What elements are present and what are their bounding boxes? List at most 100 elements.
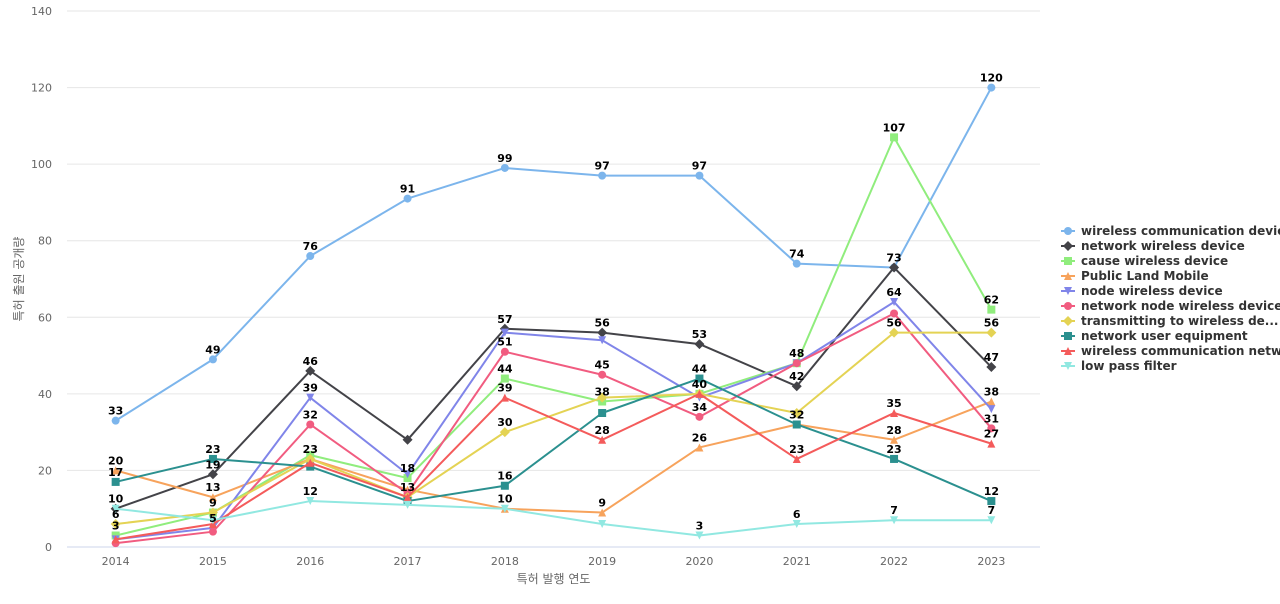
data-point[interactable] [500,347,509,356]
data-point[interactable] [306,420,315,429]
data-point[interactable] [695,171,704,180]
legend-item[interactable]: network node wireless device [1061,299,1280,313]
series-line[interactable] [114,331,993,526]
data-point[interactable] [695,412,704,421]
data-point[interactable] [598,409,607,417]
data-point[interactable] [694,339,705,350]
data-point[interactable] [403,194,412,203]
data-point[interactable] [695,531,704,540]
data-point[interactable] [598,336,607,345]
data-point[interactable] [111,416,120,425]
data-point[interactable] [208,454,217,463]
data-point[interactable] [890,435,899,444]
data-point[interactable] [695,389,704,398]
series-line[interactable] [114,266,993,510]
data-point[interactable] [986,327,997,338]
data-point[interactable] [792,359,801,368]
data-label: 42 [789,370,804,383]
data-point[interactable] [500,481,509,490]
series-line[interactable] [114,500,993,537]
data-point[interactable] [987,424,996,433]
legend-item[interactable]: low pass filter [1061,359,1177,373]
data-point[interactable] [306,497,315,506]
data-point[interactable] [695,374,704,383]
data-point[interactable] [499,427,510,438]
data-point[interactable] [403,470,412,479]
series-line[interactable] [114,312,993,545]
data-point[interactable] [306,393,315,402]
data-point[interactable] [987,83,996,92]
data-point[interactable] [792,259,801,268]
data-point[interactable] [500,328,509,337]
data-point[interactable] [987,497,996,506]
data-point[interactable] [597,392,608,403]
data-point[interactable] [987,405,996,414]
series-line[interactable] [114,392,993,541]
data-point[interactable] [208,493,217,502]
data-point[interactable] [598,370,607,379]
data-point[interactable] [306,252,315,261]
data-point[interactable] [111,504,120,513]
legend-item[interactable]: network wireless device [1061,239,1245,253]
data-point[interactable] [597,327,608,338]
data-point[interactable] [987,397,996,406]
data-point[interactable] [890,297,899,306]
data-point[interactable] [208,516,217,525]
legend-item[interactable]: network user equipment [1061,329,1248,343]
data-point[interactable] [986,362,997,373]
data-point[interactable] [987,516,996,525]
data-point[interactable] [111,466,120,475]
data-point[interactable] [598,435,607,444]
data-point[interactable] [598,171,607,180]
series-10[interactable] [111,497,996,540]
series-7[interactable] [110,327,997,530]
data-point[interactable] [306,458,315,467]
series-9[interactable] [111,389,996,544]
data-point[interactable] [208,355,217,364]
data-point[interactable] [598,508,607,517]
data-point[interactable] [792,420,801,429]
legend-item[interactable]: wireless communication device [1061,224,1280,238]
data-point[interactable] [402,434,413,445]
data-point[interactable] [111,477,120,486]
data-point[interactable] [890,516,899,525]
data-point[interactable] [208,527,217,536]
data-point[interactable] [500,374,509,383]
data-point[interactable] [500,163,509,172]
legend-item[interactable]: cause wireless device [1061,254,1228,268]
data-point[interactable] [500,504,509,513]
legend-item[interactable]: transmitting to wireless de... [1061,314,1278,328]
series-line[interactable] [114,136,993,537]
series-1[interactable] [111,83,996,425]
data-point[interactable] [110,519,121,530]
data-point[interactable] [305,365,316,376]
data-point[interactable] [598,520,607,529]
data-point[interactable] [889,262,900,273]
data-point[interactable] [890,409,899,417]
data-point[interactable] [792,520,801,529]
data-point[interactable] [890,454,899,463]
series-2[interactable] [110,262,997,514]
data-point[interactable] [403,500,412,509]
data-point[interactable] [207,469,218,480]
data-point[interactable] [890,309,899,318]
data-point[interactable] [987,439,996,448]
data-point[interactable] [987,305,996,314]
data-point[interactable] [792,454,801,463]
series-5[interactable] [111,297,996,544]
data-point[interactable] [791,381,802,392]
legend-item[interactable]: node wireless device [1061,284,1223,298]
legend-item[interactable]: Public Land Mobile [1061,269,1209,283]
series-line[interactable] [114,86,993,422]
data-point[interactable] [791,408,802,418]
legend-item[interactable]: wireless communication netw... [1061,344,1280,358]
data-point[interactable] [111,535,120,544]
data-point[interactable] [890,133,899,142]
data-point[interactable] [207,507,218,518]
data-point[interactable] [403,493,412,502]
data-point[interactable] [695,443,704,452]
data-point[interactable] [500,393,509,402]
data-point[interactable] [889,327,900,338]
series-line[interactable] [114,377,993,503]
